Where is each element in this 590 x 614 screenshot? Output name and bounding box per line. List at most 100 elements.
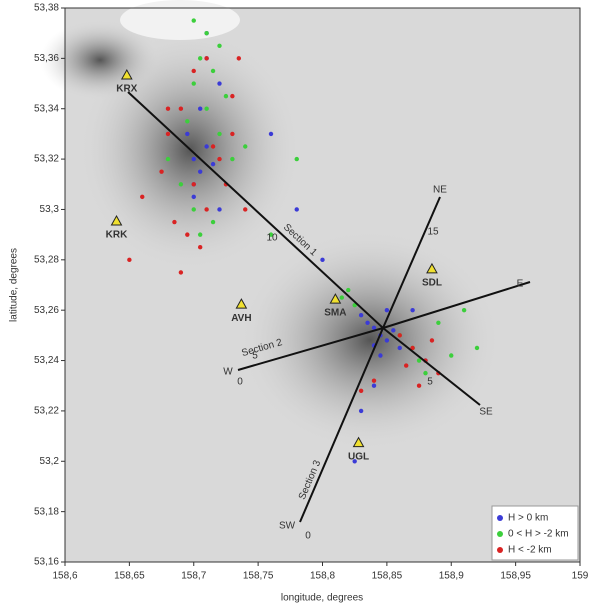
event-point bbox=[385, 308, 389, 312]
x-tick-label: 158,8 bbox=[310, 571, 335, 582]
y-tick-label: 53,32 bbox=[34, 154, 59, 165]
event-point bbox=[211, 69, 215, 73]
event-point bbox=[159, 169, 163, 173]
event-point bbox=[192, 182, 196, 186]
event-point bbox=[198, 169, 202, 173]
y-tick-label: 53,26 bbox=[34, 305, 59, 316]
event-point bbox=[192, 18, 196, 22]
section-annotation: W bbox=[223, 367, 233, 378]
event-point bbox=[230, 94, 234, 98]
event-point bbox=[211, 220, 215, 224]
x-tick-label: 158,85 bbox=[372, 571, 403, 582]
x-tick-label: 159 bbox=[572, 571, 589, 582]
y-tick-label: 53,28 bbox=[34, 254, 59, 265]
event-point bbox=[378, 353, 382, 357]
event-point bbox=[398, 346, 402, 350]
legend-marker bbox=[497, 547, 503, 553]
station-label: KRX bbox=[116, 84, 137, 95]
section-annotation: 5 bbox=[252, 351, 258, 362]
section-annotation: 5 bbox=[427, 377, 433, 388]
event-point bbox=[179, 182, 183, 186]
event-point bbox=[185, 232, 189, 236]
event-point bbox=[166, 132, 170, 136]
y-tick-label: 53,3 bbox=[40, 204, 60, 215]
event-point bbox=[192, 195, 196, 199]
event-point bbox=[340, 295, 344, 299]
legend-marker bbox=[497, 531, 503, 537]
legend-label: H > 0 km bbox=[508, 513, 548, 524]
section-annotation: 0 bbox=[237, 377, 243, 388]
relief-light bbox=[120, 0, 240, 40]
x-tick-label: 158,7 bbox=[181, 571, 206, 582]
y-tick-label: 53,34 bbox=[34, 103, 59, 114]
y-tick-label: 53,18 bbox=[34, 506, 59, 517]
y-tick-label: 53,38 bbox=[34, 3, 59, 14]
event-point bbox=[398, 333, 402, 337]
event-point bbox=[237, 56, 241, 60]
event-point bbox=[204, 207, 208, 211]
event-point bbox=[185, 132, 189, 136]
event-point bbox=[204, 56, 208, 60]
event-point bbox=[198, 232, 202, 236]
x-tick-label: 158,6 bbox=[52, 571, 77, 582]
event-point bbox=[204, 107, 208, 111]
event-point bbox=[192, 69, 196, 73]
y-axis-label: latitude, degrees bbox=[9, 248, 20, 322]
event-point bbox=[198, 56, 202, 60]
section-annotation: NE bbox=[433, 185, 447, 196]
event-point bbox=[269, 132, 273, 136]
legend-marker bbox=[497, 515, 503, 521]
event-point bbox=[192, 207, 196, 211]
event-point bbox=[211, 144, 215, 148]
station-label: AVH bbox=[231, 313, 251, 324]
section-annotation: SE bbox=[479, 407, 493, 418]
event-point bbox=[166, 107, 170, 111]
event-point bbox=[185, 119, 189, 123]
station-label: SDL bbox=[422, 278, 442, 289]
event-point bbox=[391, 328, 395, 332]
event-point bbox=[198, 245, 202, 249]
station-label: KRK bbox=[106, 230, 128, 241]
y-tick-label: 53,24 bbox=[34, 355, 59, 366]
event-point bbox=[211, 162, 215, 166]
event-point bbox=[295, 157, 299, 161]
event-point bbox=[224, 94, 228, 98]
event-point bbox=[217, 81, 221, 85]
event-point bbox=[365, 321, 369, 325]
event-point bbox=[192, 157, 196, 161]
x-tick-label: 158,95 bbox=[500, 571, 531, 582]
event-point bbox=[372, 378, 376, 382]
event-point bbox=[217, 207, 221, 211]
event-point bbox=[359, 313, 363, 317]
event-point bbox=[243, 207, 247, 211]
legend-label: H < -2 km bbox=[508, 545, 552, 556]
event-point bbox=[192, 81, 196, 85]
event-point bbox=[359, 409, 363, 413]
event-point bbox=[449, 353, 453, 357]
event-point bbox=[172, 220, 176, 224]
event-point bbox=[204, 31, 208, 35]
event-point bbox=[217, 132, 221, 136]
section-annotation: E bbox=[517, 279, 524, 290]
y-tick-label: 53,22 bbox=[34, 406, 59, 417]
event-point bbox=[359, 389, 363, 393]
event-point bbox=[475, 346, 479, 350]
section-annotation: 0 bbox=[305, 531, 311, 542]
section-annotation: 10 bbox=[266, 233, 278, 244]
event-point bbox=[243, 144, 247, 148]
event-point bbox=[430, 338, 434, 342]
event-point bbox=[404, 363, 408, 367]
section-annotation: SW bbox=[279, 521, 296, 532]
event-point bbox=[179, 270, 183, 274]
event-point bbox=[204, 144, 208, 148]
event-point bbox=[423, 371, 427, 375]
x-tick-label: 158,9 bbox=[439, 571, 464, 582]
event-point bbox=[179, 107, 183, 111]
event-point bbox=[372, 384, 376, 388]
event-point bbox=[320, 258, 324, 262]
event-point bbox=[295, 207, 299, 211]
event-point bbox=[140, 195, 144, 199]
event-point bbox=[462, 308, 466, 312]
event-point bbox=[410, 308, 414, 312]
event-point bbox=[198, 107, 202, 111]
